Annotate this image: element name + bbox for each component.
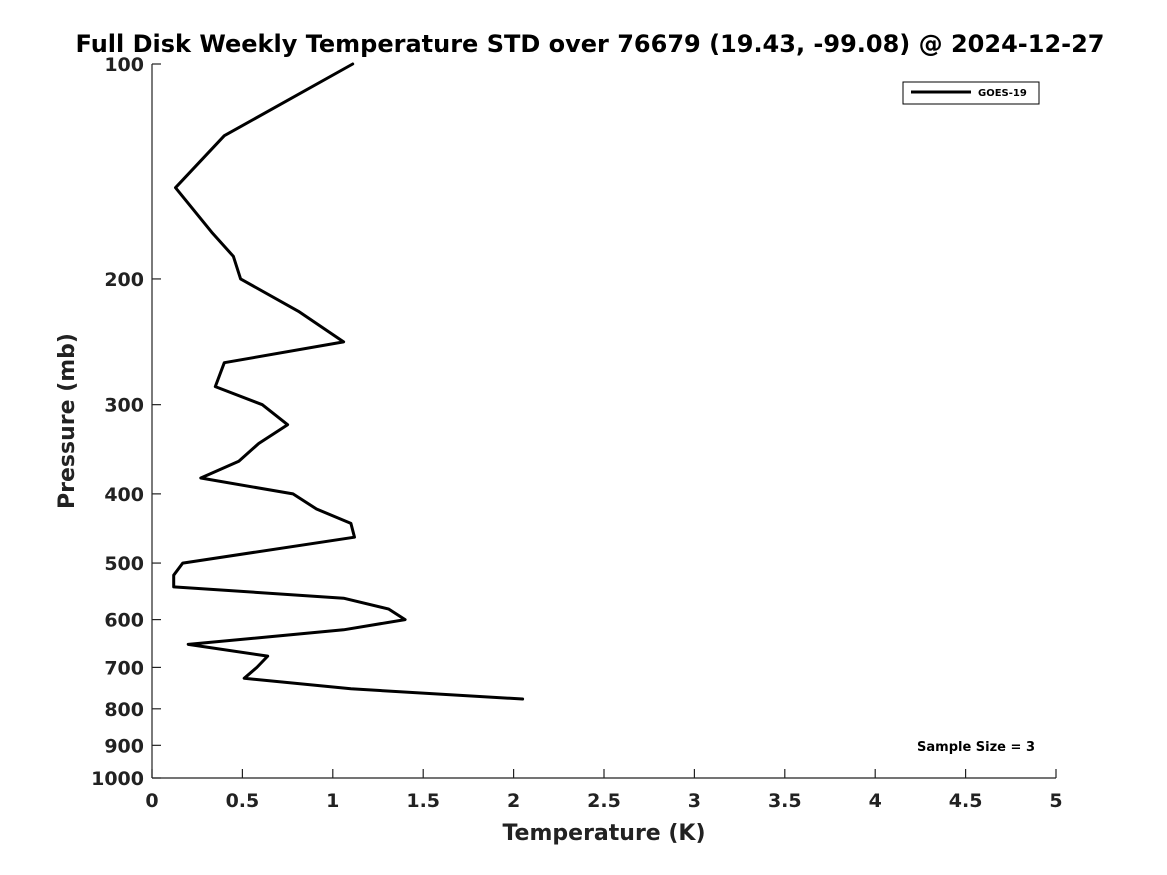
x-tick-label: 2.5	[587, 790, 621, 812]
y-ticks: 100 200 300 400 500 600 700 800 900 1000	[91, 54, 161, 790]
x-tick-label: 5	[1049, 790, 1062, 812]
series-line-0	[172, 62, 525, 701]
y-tick-label: 200	[104, 269, 144, 291]
y-tick-label: 700	[104, 657, 144, 679]
plot-area: 0 0.5 1 1.5 2 2.5 3 3.5 4 4.5 5 100 200 300 400 500 600…	[91, 54, 1063, 812]
x-axis-label: Temperature (K)	[502, 821, 705, 846]
y-tick-label: 600	[104, 610, 144, 632]
y-tick-label: 500	[104, 553, 144, 575]
y-tick-label: 100	[104, 54, 144, 76]
y-tick-label: 800	[104, 699, 144, 721]
series-group	[172, 62, 525, 701]
x-tick-label: 3	[688, 790, 701, 812]
legend-label: GOES-19	[978, 88, 1027, 99]
y-tick-label: 300	[104, 395, 144, 417]
x-tick-label: 4	[869, 790, 882, 812]
x-tick-label: 4.5	[949, 790, 983, 812]
y-axis-label: Pressure (mb)	[55, 333, 80, 509]
x-tick-label: 0	[145, 790, 158, 812]
legend: GOES-19	[902, 81, 1040, 105]
x-tick-label: 1	[326, 790, 339, 812]
sample-size-annotation: Sample Size = 3	[917, 740, 1035, 755]
x-ticks: 0 0.5 1 1.5 2 2.5 3 3.5 4 4.5 5	[145, 769, 1063, 812]
x-tick-label: 0.5	[226, 790, 260, 812]
y-tick-label: 900	[104, 735, 144, 757]
x-tick-label: 2	[507, 790, 520, 812]
x-tick-label: 3.5	[768, 790, 802, 812]
y-tick-label: 400	[104, 484, 144, 506]
chart-title: Full Disk Weekly Temperature STD over 76…	[76, 30, 1105, 58]
y-tick-label: 1000	[91, 768, 144, 790]
x-tick-label: 1.5	[406, 790, 440, 812]
